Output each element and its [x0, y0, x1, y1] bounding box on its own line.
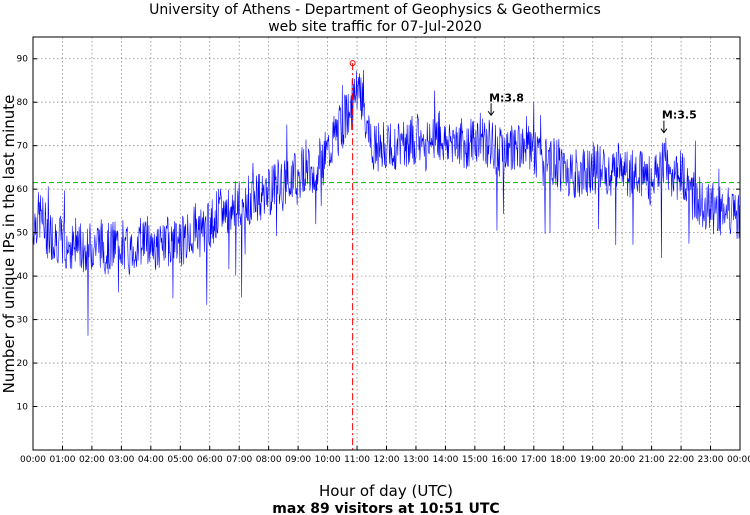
x-axis-label: Hour of day (UTC) — [319, 482, 453, 500]
x-tick-label: 21:00 — [639, 455, 665, 465]
x-tick-label: 19:00 — [580, 455, 606, 465]
x-tick-label: 00:00 — [20, 455, 46, 465]
grid — [33, 37, 740, 450]
x-tick-label: 03:00 — [108, 455, 134, 465]
x-tick-label: 11:00 — [344, 455, 370, 465]
chart-footer: max 89 visitors at 10:51 UTC — [272, 501, 499, 515]
peak-marker-layer — [349, 60, 356, 450]
series-layer — [32, 69, 741, 336]
x-tick-label: 15:00 — [462, 455, 488, 465]
x-tick-label: 08:00 — [256, 455, 282, 465]
y-tick-label: 80 — [17, 98, 29, 108]
annotation-label: M:3.5 — [662, 109, 697, 122]
x-tick-label: 20:00 — [609, 455, 635, 465]
x-tick-label: 02:00 — [79, 455, 105, 465]
y-tick-label: 60 — [17, 185, 29, 195]
annotation-layer: M:3.8 M:3.5 — [487, 91, 697, 134]
y-axis-label: Number of unique IPs in the last minute — [0, 95, 18, 394]
x-tick-label: 17:00 — [521, 455, 547, 465]
x-tick-label: 06:00 — [197, 455, 223, 465]
x-tick-label: 07:00 — [226, 455, 252, 465]
x-tick-label: 16:00 — [491, 455, 517, 465]
plot-frame — [32, 36, 741, 451]
x-tick-label: 05:00 — [167, 455, 193, 465]
x-tick-label: 14:00 — [432, 455, 458, 465]
x-tick-label: 18:00 — [550, 455, 576, 465]
x-tick-label: 04:00 — [138, 455, 164, 465]
y-tick-label: 40 — [17, 272, 29, 282]
x-tick-label: 12:00 — [374, 455, 400, 465]
series-line — [32, 69, 741, 336]
y-tick-label: 30 — [17, 316, 29, 326]
y-axis-ticks: 10 20 30 40 50 60 70 80 90 — [17, 55, 740, 413]
annotation-label: M:3.8 — [489, 91, 524, 104]
annotation-arrow-head — [487, 110, 495, 117]
peak-marker — [349, 60, 356, 67]
y-tick-label: 70 — [17, 142, 29, 152]
x-tick-label: 13:00 — [403, 455, 429, 465]
y-tick-label: 10 — [17, 403, 29, 413]
y-tick-label: 50 — [17, 229, 29, 239]
x-tick-label: 00:00 — [727, 455, 750, 465]
chart-title: University of Athens - Department of Geo… — [149, 2, 601, 18]
x-tick-label: 23:00 — [698, 455, 724, 465]
x-tick-label: 01:00 — [49, 455, 75, 465]
x-tick-label: 22:00 — [668, 455, 694, 465]
x-tick-label: 09:00 — [285, 455, 311, 465]
chart-subtitle: web site traffic for 07-Jul-2020 — [268, 19, 482, 35]
x-axis-ticks: 00:00 01:00 02:00 03:00 04:00 05:00 06:00 07:00… — [20, 446, 750, 465]
annotation-arrow-head — [660, 128, 668, 134]
y-tick-label: 20 — [17, 359, 29, 369]
y-tick-label: 90 — [17, 55, 29, 65]
x-tick-label: 10:00 — [315, 455, 341, 465]
